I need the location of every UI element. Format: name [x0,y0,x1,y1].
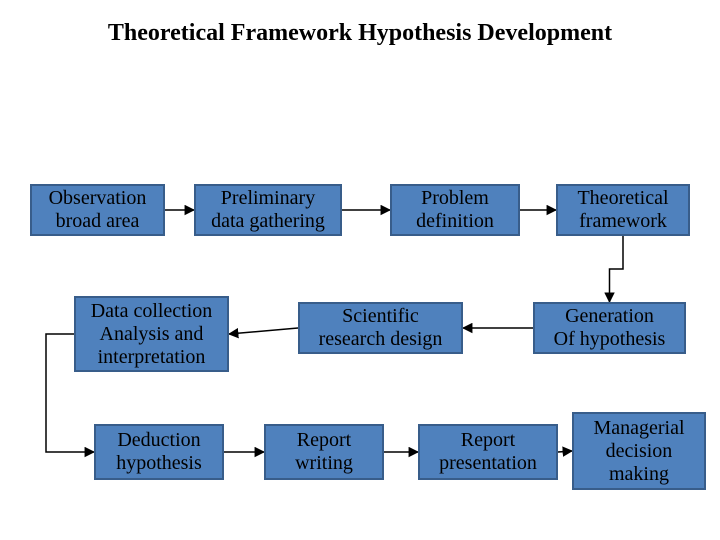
node-n7: Generation Of hypothesis [533,302,686,354]
node-n9: Report writing [264,424,384,480]
node-n5: Data collection Analysis and interpretat… [74,296,229,372]
node-n3: Problem definition [390,184,520,236]
page-title: Theoretical Framework Hypothesis Develop… [0,20,720,47]
node-n4: Theoretical framework [556,184,690,236]
node-n10: Report presentation [418,424,558,480]
node-n8: Deduction hypothesis [94,424,224,480]
diagram-stage: { "title": "Theoretical Framework Hypoth… [0,0,720,540]
node-n11: Managerial decision making [572,412,706,490]
node-n1: Observation broad area [30,184,165,236]
node-n6: Scientific research design [298,302,463,354]
node-n2: Preliminary data gathering [194,184,342,236]
